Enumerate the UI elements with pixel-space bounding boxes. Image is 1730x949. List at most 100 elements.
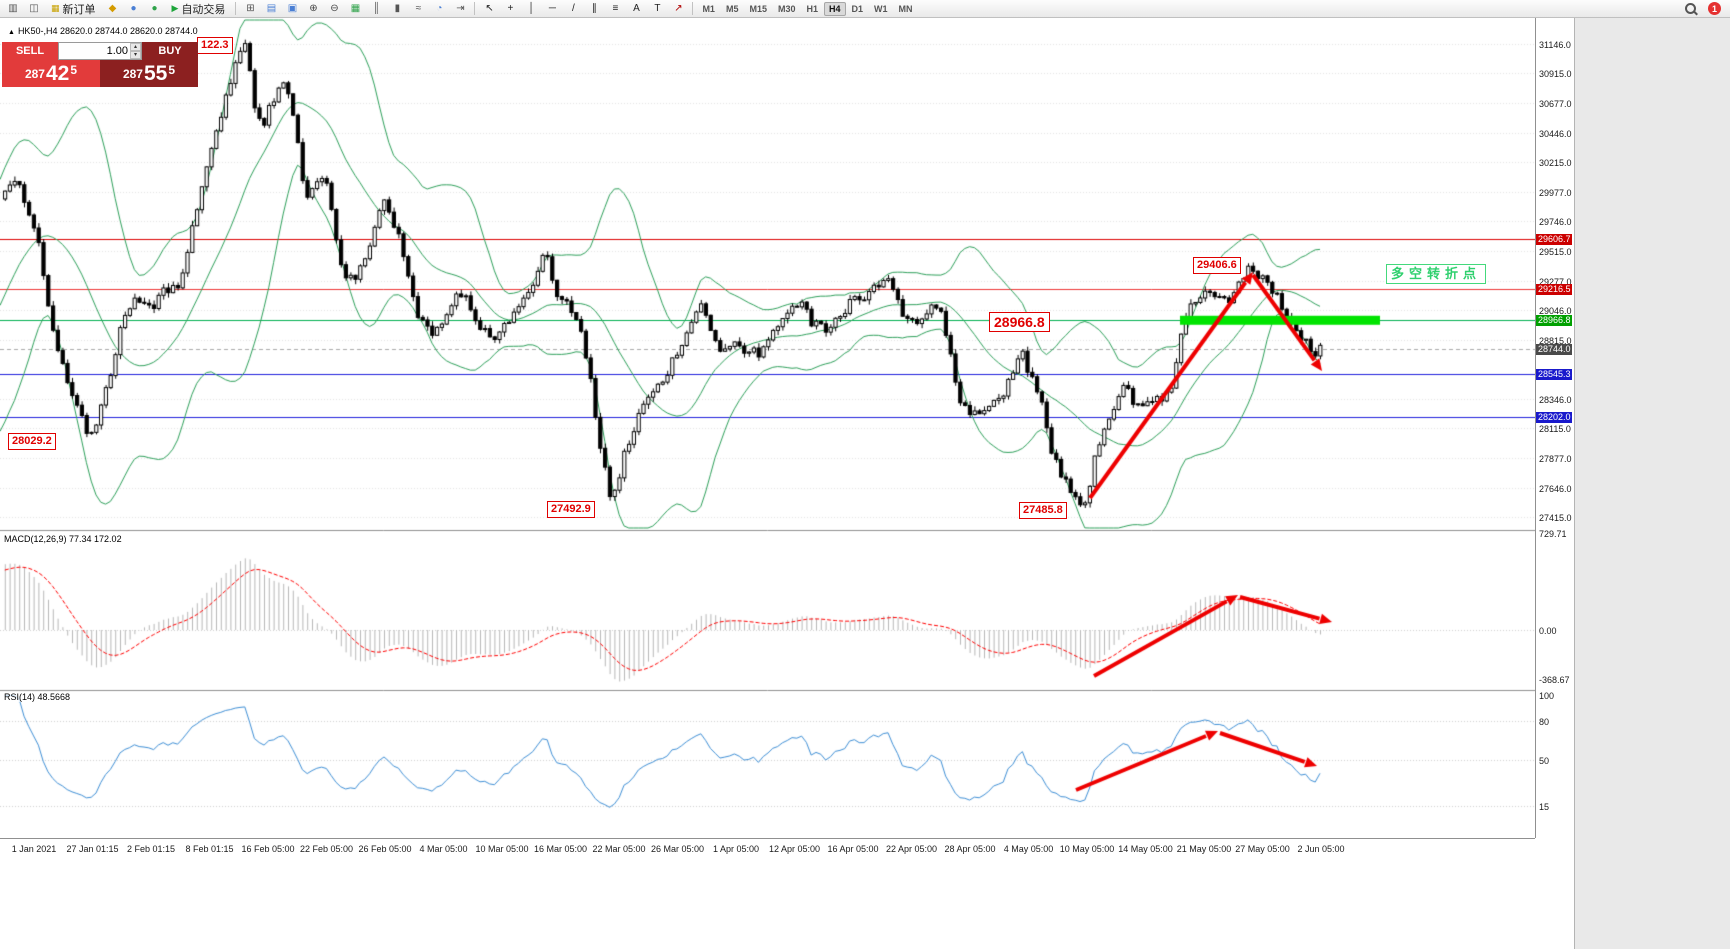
- price-axis-label: 27646.0: [1539, 483, 1572, 494]
- price-axis-label: 30677.0: [1539, 99, 1572, 110]
- time-axis-label: 26 Feb 05:00: [358, 844, 412, 854]
- toolbar-separator: [235, 2, 237, 15]
- volume-spinner: ▴ ▾: [130, 43, 141, 59]
- time-axis-label: 16 Apr 05:00: [827, 844, 879, 854]
- channel-icon[interactable]: ∥: [591, 2, 597, 14]
- autotrading-button[interactable]: ▶ 自动交易: [171, 3, 226, 16]
- timeframe-h1[interactable]: H1: [806, 3, 819, 14]
- buy-price-display[interactable]: 287 55 5: [100, 60, 198, 87]
- symbol-direction-icon: ▲: [8, 29, 15, 36]
- price-tag-28545.3: 28545.3: [1536, 368, 1572, 380]
- profiles-icon[interactable]: ▣: [287, 2, 298, 14]
- price-axis-label: 28346.0: [1539, 394, 1572, 405]
- new-order-button[interactable]: ▦ 新订单: [51, 3, 96, 16]
- timeframe-w1[interactable]: W1: [874, 3, 888, 14]
- cursor-icon[interactable]: ↖: [485, 2, 494, 14]
- volume-input-wrap: ▴ ▾: [58, 42, 142, 60]
- price-axis-label: 29746.0: [1539, 217, 1572, 228]
- volume-decrease-button[interactable]: ▾: [130, 51, 141, 59]
- time-axis-label: 27 Jan 01:15: [66, 844, 119, 854]
- timeframe-d1[interactable]: D1: [851, 3, 864, 14]
- rsi-axis-label: 50: [1539, 756, 1550, 766]
- timeframe-m30[interactable]: M30: [777, 3, 796, 14]
- timeframe-m5[interactable]: M5: [725, 3, 739, 14]
- price-axis-label: 30446.0: [1539, 128, 1572, 139]
- price-tag-28966.8: 28966.8: [1536, 315, 1572, 327]
- time-axis[interactable]: 1 Jan 2021 27 Jan 01:15 2 Feb 01:15 8 Feb 0…: [0, 838, 1535, 861]
- vertical-line-icon[interactable]: │: [528, 2, 535, 14]
- time-axis-label: 2 Jun 05:00: [1297, 844, 1345, 854]
- toolbar-right: 1: [1680, 0, 1727, 18]
- zoom-in-icon[interactable]: ⊕: [309, 2, 318, 14]
- time-axis-label: 26 Mar 05:00: [650, 844, 705, 854]
- tick-chart-icon[interactable]: ◫: [29, 2, 39, 14]
- rsi-indicator-label: RSI(14) 48.5668: [4, 692, 71, 702]
- price-tag-28202.0: 28202.0: [1536, 412, 1572, 424]
- mid-low-label[interactable]: 27492.9: [547, 501, 595, 518]
- arrows-object-icon[interactable]: ↗: [674, 2, 683, 14]
- text-label-icon[interactable]: T: [654, 2, 661, 14]
- chart-window-icon[interactable]: ▥: [8, 2, 18, 14]
- macd-axis-label: 729.71: [1539, 528, 1567, 539]
- price-axis-label: 27877.0: [1539, 454, 1572, 465]
- volume-increase-button[interactable]: ▴: [130, 43, 141, 51]
- trendline-icon[interactable]: /: [572, 2, 575, 14]
- price-axis-label: 28815.0: [1539, 335, 1572, 346]
- time-axis-label: 22 Feb 05:00: [299, 844, 354, 854]
- price-tag-28744.0: 28744.0: [1536, 343, 1572, 355]
- macd-axis-label: -368.67: [1539, 675, 1570, 686]
- market-depth-icon[interactable]: ▤: [266, 2, 277, 14]
- candle-chart-icon[interactable]: ▮: [394, 2, 401, 14]
- price-axis[interactable]: 31146.0 30915.0 30677.0 30446.0 30215.0 29977…: [1535, 18, 1574, 838]
- price-axis-label: 29977.0: [1539, 188, 1572, 199]
- bottom-empty-area: [0, 860, 1574, 949]
- macd-indicator-label: MACD(12,26,9) 77.34 172.02: [4, 534, 122, 544]
- volume-input[interactable]: [59, 45, 130, 57]
- chart-canvas[interactable]: [0, 18, 1535, 838]
- profile-icon[interactable]: ●: [130, 2, 137, 14]
- time-axis-label: 10 May 05:00: [1059, 844, 1115, 854]
- rsi-axis-label: 80: [1539, 717, 1550, 727]
- buy-button[interactable]: BUY: [142, 42, 198, 60]
- chart-shift-icon[interactable]: ⇥: [456, 2, 465, 14]
- timeframe-m15[interactable]: M15: [749, 3, 767, 14]
- time-axis-label: 27 May 05:00: [1235, 844, 1290, 854]
- symbol-info: ▲ HK50-,H4 28620.0 28744.0 28620.0 28744.…: [8, 26, 198, 36]
- timeframe-m1[interactable]: M1: [702, 3, 715, 14]
- left-low-label[interactable]: 28029.2: [8, 433, 56, 450]
- sell-button[interactable]: SELL: [2, 42, 58, 60]
- bar-chart-icon[interactable]: ║: [372, 2, 380, 14]
- timeframe-h4[interactable]: H4: [824, 1, 846, 16]
- timeframe-mn[interactable]: MN: [898, 3, 913, 14]
- text-icon[interactable]: A: [633, 2, 640, 14]
- right-low-label[interactable]: 27485.8: [1019, 502, 1067, 519]
- price-axis-label: 29277.0: [1539, 276, 1572, 287]
- data-window-icon[interactable]: ⊞: [246, 2, 255, 14]
- horizontal-line-icon[interactable]: ─: [548, 2, 556, 14]
- clock-icon[interactable]: ◔: [436, 2, 443, 14]
- chart-grid-icon[interactable]: ▦: [350, 2, 361, 14]
- price-axis-label: 31146.0: [1539, 40, 1571, 50]
- price-tag-29216.5: 29216.5: [1536, 283, 1572, 295]
- toolbar: ▥ ◫ ▦ 新订单 ◆ ● ● ▶ 自动交易 ⊞ ▤ ▣ ⊕ ⊖ ▦ ║ ▮ ≈ ◔ ⇥ ↖ + │ ─ / ∥ ≡ A T ↗ M1 M5 M…: [0, 0, 1730, 18]
- swing-high-label[interactable]: 29406.6: [1193, 257, 1241, 274]
- turning-point-label[interactable]: 多空转折点: [1386, 264, 1487, 284]
- search-icon[interactable]: [1680, 0, 1700, 18]
- crosshair-icon[interactable]: +: [507, 2, 514, 14]
- deposit-icon[interactable]: ◆: [108, 2, 117, 14]
- symbol-info-text: HK50-,H4 28620.0 28744.0 28620.0 28744.0: [17, 26, 198, 36]
- pivot-level-label[interactable]: 28966.8: [989, 312, 1050, 332]
- fibonacci-icon[interactable]: ≡: [612, 2, 619, 14]
- community-icon[interactable]: ●: [151, 2, 158, 14]
- top-price-label[interactable]: 122.3: [197, 37, 233, 54]
- time-axis-label: 22 Mar 05:00: [592, 844, 646, 854]
- sell-price-display[interactable]: 287 42 5: [2, 60, 100, 87]
- zoom-out-icon[interactable]: ⊖: [330, 2, 339, 14]
- price-axis-label: 28115.0: [1539, 424, 1571, 435]
- time-axis-label: 12 Apr 05:00: [768, 844, 821, 854]
- notification-badge[interactable]: 1: [1708, 2, 1721, 15]
- toolbar-separator: [474, 2, 476, 15]
- time-axis-label: 1 Jan 2021: [11, 844, 57, 854]
- line-chart-icon[interactable]: ≈: [415, 2, 422, 14]
